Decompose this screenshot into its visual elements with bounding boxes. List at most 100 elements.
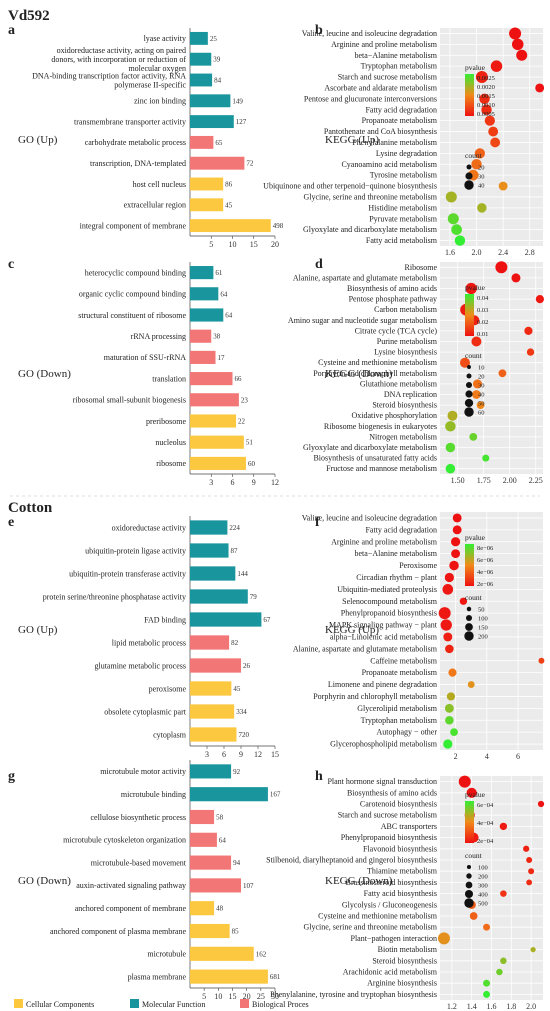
bar-count-label: 144 [237,570,248,578]
scatter-point [445,715,454,725]
bar-count-label: 64 [220,290,228,298]
x-tick-label: 1.4 [467,1002,477,1011]
pvalue-colorbar [465,294,474,336]
count-legend-tick: 500 [478,901,488,908]
scatter-point [499,822,508,831]
point-term-label: Phenylalanine metabolism [352,138,437,147]
scatter-point [538,657,545,664]
point-term-label: Ribosome biogenesis in eukaryotes [324,422,437,431]
panel-letter-d: d [315,257,323,272]
point-term-label: Ubiquitin-mediated proteolysis [337,585,437,594]
point-term-label: Ubiquinone and other terpenoid−quinone b… [263,182,437,191]
x-tick-label: 4 [485,752,489,761]
point-term-label: ABC transporters [381,822,437,831]
bar [190,901,215,916]
count-legend-dot [467,365,471,369]
scatter-point [445,442,456,453]
count-legend-tick: 50 [478,607,485,614]
scatter-point [446,692,456,701]
scatter-point [465,282,477,295]
pvalue-legend-tick: 0.0005 [477,111,495,118]
panel-letter-c: c [8,257,14,272]
bar [190,456,246,470]
bar-count-label: 681 [270,973,281,981]
scatter-point [479,93,490,105]
x-tick-label: 12 [271,478,279,487]
scatter-point [526,857,533,863]
panel-d: d KEGG (Down) 1.50 1.75 2.00 2.25 RibosomeAlan… [288,257,544,485]
bar-term-label: preribosome [146,417,186,426]
count-legend-dot [464,889,474,899]
bar-count-label: 720 [238,731,249,739]
scatter-point [443,739,453,749]
pvalue-legend-tick: 0.0015 [477,93,495,100]
point-term-label: Propanoate metabolism [362,668,438,677]
bar [190,787,268,802]
bar-count-label: 334 [236,708,247,716]
count-legend-tick: 50 [478,401,485,408]
bar-count-label: 67 [263,616,271,624]
pvalue-colorbar [465,801,474,843]
scatter-point [500,890,507,897]
scatter-point [482,454,490,462]
panel-b: b KEGG (Up) 1.6 2.0 2.4 2.8 Valine, leucine an… [263,23,545,257]
point-term-label: Glyoxylate and dicarboxylate metabolism [303,443,438,452]
scatter-point [523,845,530,852]
pvalue-legend-tick: 0.04 [477,295,489,302]
point-term-label: Lysine degradation [376,149,437,158]
bar-term-label: organic cyclic compound binding [79,290,186,299]
count-legend-tick: 200 [478,874,488,881]
count-legend-dot [466,873,472,879]
pvalue-colorbar [465,544,474,586]
bar-term-label: peroxisome [149,684,187,693]
point-term-label: Biosynthesis of unsaturated fatty acids [313,454,437,463]
bar [190,566,236,581]
scatter-point [509,27,522,40]
bar [190,809,215,825]
x-tick-label: 10 [214,992,222,1001]
panel-letter-h: h [315,769,323,784]
scatter-point [440,619,452,631]
scatter-point [454,235,466,246]
panel-letter-e: e [8,515,14,530]
count-legend-title: count [465,151,483,160]
bar-term-label: cytoplasm [153,730,187,739]
legend-swatch [240,999,249,1008]
scatter-point [447,213,459,225]
bar [190,435,244,449]
bar-term-label: glutamine metabolic process [94,661,186,670]
x-tick-label: 2 [454,752,458,761]
point-term-label: Circadian rhythm − plant [356,573,437,582]
panel-d-ylabel: KEGG (Down) [325,368,393,380]
bar [190,329,212,343]
point-term-label: Caffeine metabolism [370,656,438,665]
x-tick-label: 5 [202,992,206,1001]
count-legend-dot [464,898,474,908]
x-tick-label: 15 [271,750,279,759]
plot-background [440,28,543,246]
panel-e: e GO (Up) 3 6 9 12 15 224 oxidoreductase activit… [8,515,279,759]
bar-term-label: protein serine/threonine phosphatase act… [43,592,186,601]
bar [190,946,254,961]
panel-e-ylabel: GO (Up) [18,624,58,636]
scatter-point [450,537,461,547]
bar-count-label: 48 [216,905,224,913]
point-term-label: Carbon metabolism [374,305,438,314]
bar-count-label: 149 [232,97,243,105]
x-tick-label: 2.0 [472,248,482,257]
x-tick-label: 6 [231,478,235,487]
bar [190,219,271,233]
point-term-label: Phenylpropanoid biosynthesis [341,609,437,618]
section-title-cotton: Cotton [8,500,53,516]
point-term-label: Flavonoid biosynthesis [363,844,437,853]
panel-f: f KEGG (Up) 2 4 6 Valine, leucine and isoleuc… [293,512,545,761]
bar-term-label: obsolete cytoplasmic part [104,707,187,716]
bar-count-label: 162 [256,950,267,958]
legend-swatch [130,999,139,1008]
panel-h: h KEGG (Down) 1.2 1.4 1.6 1.8 2.0 Plant hormone… [266,769,545,1011]
bar-count-label: 127 [236,118,247,126]
count-legend-tick: 100 [478,616,488,623]
point-term-label: Valine, leucine and isoleucine degradati… [302,29,437,38]
bar-count-label: 45 [225,201,233,209]
point-term-label: Pentose phosphate pathway [349,295,437,304]
